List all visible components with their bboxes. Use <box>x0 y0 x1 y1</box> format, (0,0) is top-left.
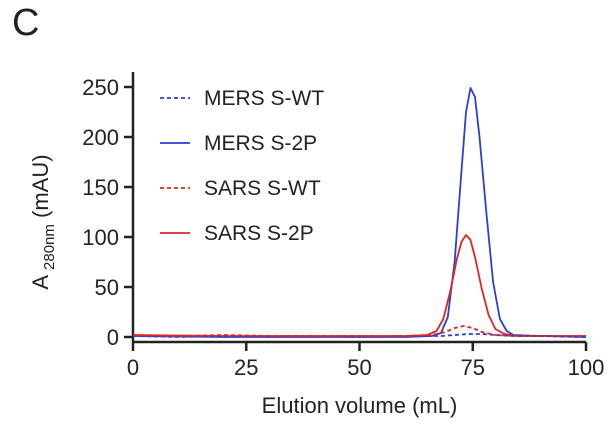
series-line-mers-s-wt <box>132 333 587 338</box>
x-tick-label: 25 <box>234 355 258 380</box>
legend-label: MERS S-2P <box>204 132 317 155</box>
legend-label: MERS S-WT <box>204 87 324 110</box>
y-axis-label-main: A <box>28 275 53 290</box>
y-tick-label: 0 <box>107 325 119 350</box>
series-line-sars-s-2p <box>132 234 586 337</box>
panel-label: C <box>12 2 40 44</box>
y-axis-label-subscript: 280nm <box>41 224 58 270</box>
y-axis-label-unit: (mAU) <box>28 154 53 218</box>
legend-label: SARS S-2P <box>204 222 314 245</box>
x-tick-label: 50 <box>347 355 371 380</box>
axes: 0 50 100 150 200 250 0 25 50 75 100 <box>82 72 604 380</box>
y-tick-label: 200 <box>82 125 119 150</box>
plot-area <box>132 87 587 338</box>
y-tick-label: 250 <box>82 75 119 100</box>
legend: MERS S-WT MERS S-2P SARS S-WT SARS S-2P <box>160 87 324 245</box>
y-tick-label: 150 <box>82 175 119 200</box>
x-tick-label: 75 <box>461 355 485 380</box>
x-tick-label: 0 <box>127 355 139 380</box>
legend-label: SARS S-WT <box>204 177 321 200</box>
series-line-sars-s-wt <box>132 325 586 337</box>
y-tick-label: 100 <box>82 225 119 250</box>
x-tick-label: 100 <box>568 355 605 380</box>
x-axis-label: Elution volume (mL) <box>262 393 458 418</box>
y-tick-label: 50 <box>95 275 119 300</box>
series-line-mers-s-2p <box>132 87 587 338</box>
y-axis-label: A 280nm (mAU) <box>28 154 59 289</box>
